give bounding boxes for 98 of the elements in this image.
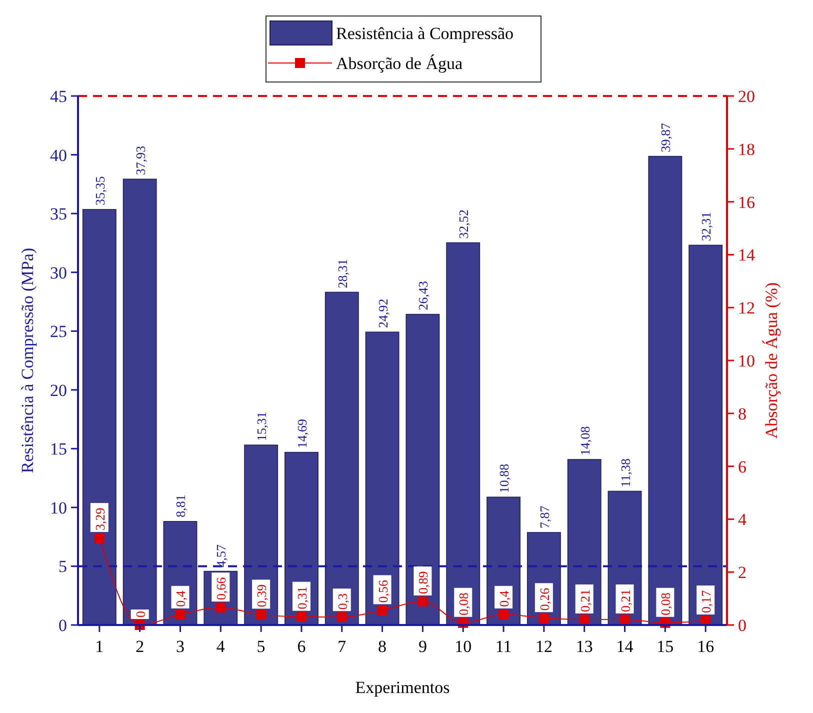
data-label: 32,52 <box>456 209 472 239</box>
x-tick-label: 13 <box>576 637 593 656</box>
data-label: 4,57 <box>214 544 229 568</box>
point <box>377 605 388 616</box>
x-tick-label: 4 <box>216 637 226 656</box>
data-label: 0,4 <box>496 590 512 607</box>
y2-tick-label: 12 <box>738 298 755 318</box>
data-label: 0,89 <box>416 571 431 594</box>
bar <box>688 244 723 626</box>
bar <box>486 496 520 626</box>
x-tick-label: 8 <box>378 637 387 656</box>
bar <box>82 209 116 626</box>
data-label: 0,17 <box>698 590 714 614</box>
data-label: 0,56 <box>375 579 390 603</box>
x-tick-label: 1 <box>95 637 104 656</box>
y-tick-label: 20 <box>50 380 67 400</box>
data-label: 0,66 <box>214 576 229 600</box>
x-tick-label: 11 <box>495 637 512 656</box>
data-label: 14,08 <box>577 426 592 456</box>
y-tick-label: 35 <box>50 204 67 224</box>
data-label: 14,69 <box>294 419 310 448</box>
data-label: 0,39 <box>254 584 270 608</box>
y2-tick-label: 20 <box>738 87 755 106</box>
data-label: 0,08 <box>658 592 674 616</box>
y-tick-label: 0 <box>58 616 67 635</box>
data-label: 10,88 <box>496 464 512 494</box>
x-tick-label: 10 <box>454 637 472 656</box>
data-label: 26,43 <box>416 281 431 310</box>
y2-tick-label: 16 <box>738 192 755 212</box>
point <box>579 614 590 624</box>
point <box>418 596 428 606</box>
data-label: 0 <box>132 611 148 618</box>
legend-label: Resistência à Compressão <box>336 24 514 43</box>
x-tick-label: 3 <box>176 637 184 656</box>
x-tick-label: 14 <box>616 637 634 656</box>
data-label: 35,35 <box>92 176 108 206</box>
data-label: 0,3 <box>334 593 350 610</box>
point <box>538 613 549 624</box>
x-tick-label: 15 <box>656 637 674 656</box>
x-tick-label: 2 <box>136 637 144 656</box>
bar <box>567 459 602 626</box>
bar <box>406 314 440 626</box>
x-tick-label: 12 <box>535 637 552 656</box>
point <box>620 614 630 624</box>
data-label: 0,21 <box>618 589 633 612</box>
y-tick-label: 5 <box>58 557 67 576</box>
y-tick-label: 45 <box>50 87 67 106</box>
y2-tick-label: 14 <box>738 246 756 265</box>
data-label: 0,21 <box>577 589 592 612</box>
x-tick-label: 9 <box>418 637 427 656</box>
y2-tick-label: 0 <box>738 616 746 635</box>
x-tick-label: 6 <box>297 637 306 656</box>
point <box>216 602 226 613</box>
y2-tick-label: 6 <box>738 457 746 476</box>
data-label: 0,08 <box>456 592 472 616</box>
data-label: 0,4 <box>173 590 188 607</box>
y-tick-label: 10 <box>50 498 67 518</box>
bar <box>365 332 400 626</box>
point <box>175 609 186 620</box>
point <box>94 532 104 543</box>
data-label: 39,87 <box>658 122 674 152</box>
y2-tick-label: 10 <box>738 352 755 370</box>
data-label: 32,31 <box>698 212 714 242</box>
data-label: 37,93 <box>132 146 148 176</box>
legend-label: Absorção de Água <box>336 54 463 73</box>
y2-tick-label: 4 <box>738 510 747 530</box>
point <box>296 612 306 622</box>
bar <box>648 156 682 626</box>
data-label: 11,38 <box>618 458 633 488</box>
data-label: 8,81 <box>173 494 188 518</box>
y2-tick-label: 8 <box>738 404 746 424</box>
bar <box>122 178 157 626</box>
y-tick-label: 30 <box>50 263 67 282</box>
bar <box>244 444 278 626</box>
point <box>336 612 347 622</box>
x-tick-label: 5 <box>256 637 266 656</box>
y-tick-label: 25 <box>50 322 67 342</box>
x-tick-label: 16 <box>697 637 714 656</box>
data-label: 0,26 <box>536 587 552 611</box>
y2-axis-title: Absorção de Água (%) <box>762 282 781 439</box>
data-label: 15,31 <box>254 412 270 442</box>
data-label: 7,87 <box>536 505 552 528</box>
y-axis-title: Resistência à Compressão (MPa) <box>18 248 37 474</box>
x-axis-title: Experimentos <box>355 678 450 697</box>
data-label: 3,29 <box>92 508 108 530</box>
data-label: 24,92 <box>375 298 390 328</box>
x-tick-label: 7 <box>338 637 347 656</box>
y-tick-label: 40 <box>50 146 67 165</box>
data-label: 0,31 <box>294 586 310 610</box>
bar <box>284 452 318 626</box>
point <box>256 610 266 620</box>
bar <box>446 242 480 626</box>
y2-tick-label: 2 <box>738 563 746 582</box>
data-label: 28,31 <box>334 258 350 288</box>
y-tick-label: 15 <box>50 440 67 459</box>
point <box>498 609 509 620</box>
bar <box>324 292 359 626</box>
y2-tick-label: 18 <box>738 140 755 159</box>
